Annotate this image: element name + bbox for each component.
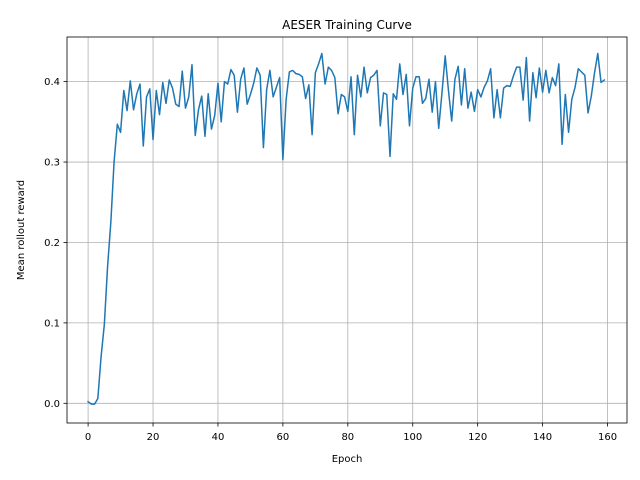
y-tick-label: 0.3 [44,158,60,169]
x-tick-label: 0 [85,432,91,443]
y-tick-label: 0.2 [44,238,60,249]
x-tick-label: 120 [468,432,487,443]
x-tick-label: 80 [341,432,354,443]
series-line [87,52,606,405]
x-tick-label: 20 [147,432,160,443]
chart-title: AESER Training Curve [282,18,412,32]
y-axis-label: Mean rollout reward [16,180,27,280]
x-tick-label: 40 [212,432,225,443]
y-tick-label: 0.0 [44,399,60,410]
x-tick-label: 160 [598,432,617,443]
x-axis-label: Epoch [332,454,363,465]
axes-frame [66,36,628,424]
y-tick-label: 0.1 [44,318,60,329]
ticks: 0 20 40 60 80 100 120 140 160 0.0 0.1 0.2 0.3 0.4 [44,77,617,443]
y-tick-label: 0.4 [44,77,60,88]
x-tick-label: 60 [277,432,290,443]
plot-area [87,52,606,405]
x-tick-label: 100 [403,432,422,443]
x-tick-label: 140 [533,432,552,443]
